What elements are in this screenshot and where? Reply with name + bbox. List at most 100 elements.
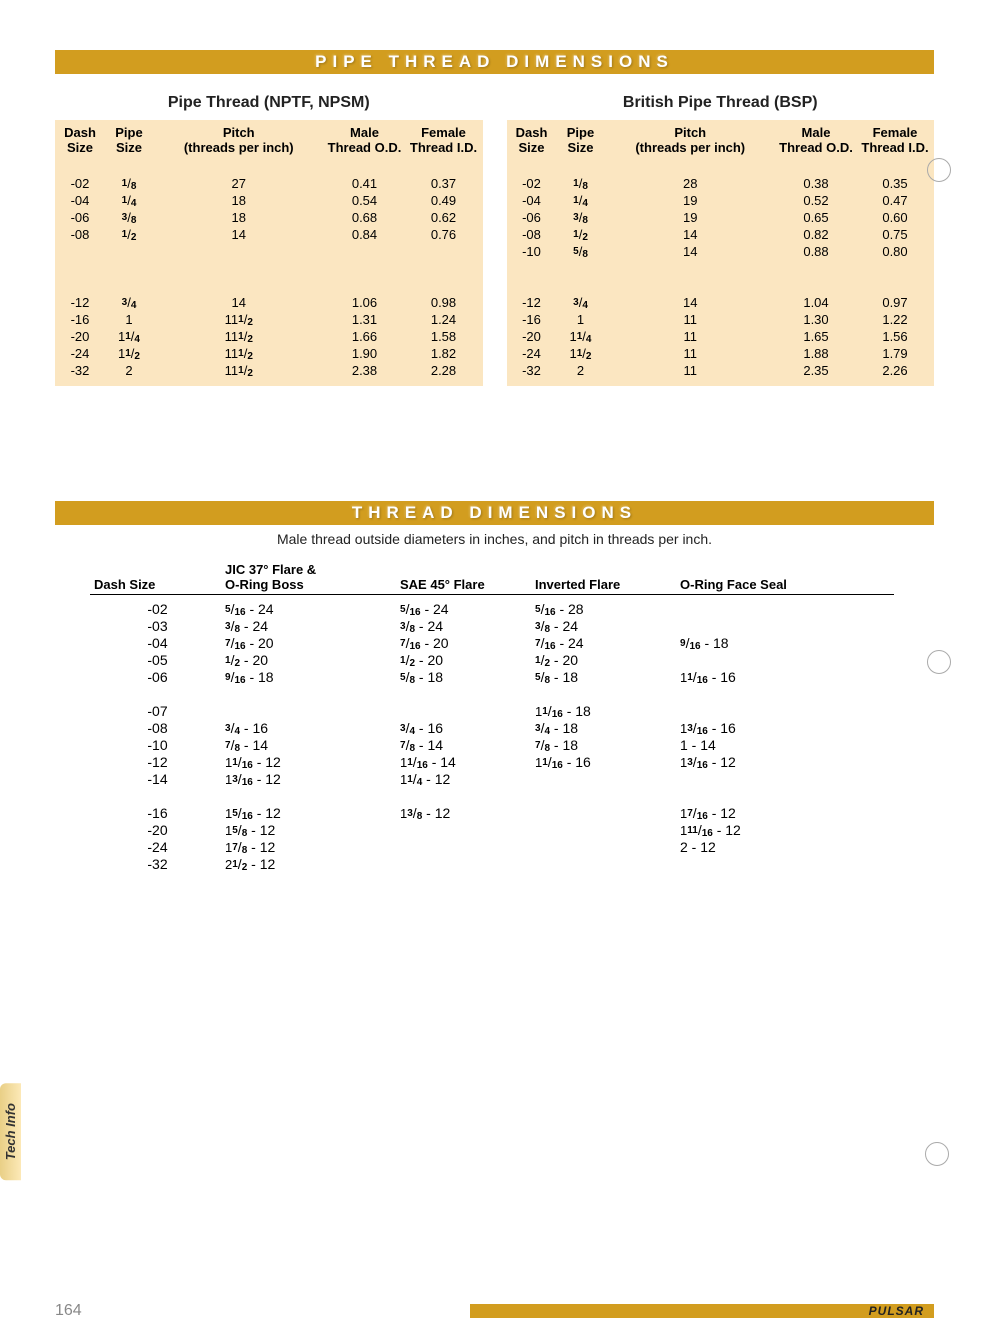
cell: 3/8 - 24 bbox=[400, 618, 535, 635]
cell: 11/2 bbox=[557, 345, 605, 362]
cell: 0.97 bbox=[856, 294, 934, 311]
cell: -06 bbox=[507, 209, 557, 226]
cell: 1/2 - 20 bbox=[535, 652, 680, 669]
cell: -02 bbox=[90, 601, 225, 618]
cell: -06 bbox=[55, 209, 105, 226]
cell: -08 bbox=[507, 226, 557, 243]
hole-marker bbox=[925, 1142, 949, 1166]
cell: 14 bbox=[153, 226, 325, 243]
cell: 0.88 bbox=[776, 243, 856, 260]
page-number: 164 bbox=[55, 1302, 82, 1320]
cell: -24 bbox=[90, 839, 225, 856]
cell: 2 bbox=[105, 362, 153, 379]
table-row: -161111.301.22 bbox=[507, 311, 935, 328]
cell: 3/8 - 24 bbox=[535, 618, 680, 635]
cell: -32 bbox=[55, 362, 105, 379]
cell: 7/8 - 14 bbox=[400, 737, 535, 754]
table-row: -2417/8 - 122 - 12 bbox=[90, 839, 894, 856]
cell: 11/4 bbox=[105, 328, 153, 345]
cell: 13/16 - 12 bbox=[680, 754, 894, 771]
thread-table: Dash SizeJIC 37° Flare &O-Ring BossSAE 4… bbox=[90, 559, 894, 873]
cell: 11/16 - 16 bbox=[535, 754, 680, 771]
cell: 2.26 bbox=[856, 362, 934, 379]
cell: 1.58 bbox=[405, 328, 483, 345]
cell: -02 bbox=[55, 175, 105, 192]
cell bbox=[680, 771, 894, 788]
table-row: -322112.352.26 bbox=[507, 362, 935, 379]
cell: 1/2 - 20 bbox=[225, 652, 400, 669]
table-row: -2411/2111.881.79 bbox=[507, 345, 935, 362]
cell: 5/16 - 28 bbox=[535, 601, 680, 618]
table-row: -2011/4111.651.56 bbox=[507, 328, 935, 345]
cell: 5/8 - 18 bbox=[535, 669, 680, 686]
cell: 0.60 bbox=[856, 209, 934, 226]
cell: 7/16 - 20 bbox=[225, 635, 400, 652]
table-row: -047/16 - 207/16 - 207/16 - 249/16 - 18 bbox=[90, 635, 894, 652]
cell: 7/8 - 18 bbox=[535, 737, 680, 754]
cell: 0.82 bbox=[776, 226, 856, 243]
cell: 1 bbox=[557, 311, 605, 328]
table-row: -021/8280.380.35 bbox=[507, 175, 935, 192]
hole-marker bbox=[927, 650, 951, 674]
cell: 17/8 - 12 bbox=[225, 839, 400, 856]
col-header: JIC 37° Flare &O-Ring Boss bbox=[225, 563, 400, 592]
table-row: -161111/21.311.24 bbox=[55, 311, 483, 328]
table-row: -322111/22.382.28 bbox=[55, 362, 483, 379]
cell: -12 bbox=[90, 754, 225, 771]
cell: 0.38 bbox=[776, 175, 856, 192]
pipe-thread-banner: PIPE THREAD DIMENSIONS bbox=[55, 50, 934, 74]
cell: 1.66 bbox=[325, 328, 405, 345]
cell: 1/2 bbox=[557, 226, 605, 243]
cell bbox=[400, 839, 535, 856]
cell bbox=[680, 618, 894, 635]
col-header: MaleThread O.D. bbox=[776, 126, 856, 156]
cell: 3/4 - 16 bbox=[400, 720, 535, 737]
cell bbox=[535, 805, 680, 822]
table-row: -063/8180.680.62 bbox=[55, 209, 483, 226]
cell: 28 bbox=[605, 175, 777, 192]
table-row: -051/2 - 201/2 - 201/2 - 20 bbox=[90, 652, 894, 669]
cell: 0.65 bbox=[776, 209, 856, 226]
cell: 0.37 bbox=[405, 175, 483, 192]
table-row: -081/2140.820.75 bbox=[507, 226, 935, 243]
cell: 11/4 - 12 bbox=[400, 771, 535, 788]
cell: 1.65 bbox=[776, 328, 856, 345]
cell bbox=[225, 703, 400, 720]
cell: 1.90 bbox=[325, 345, 405, 362]
table-row: -105/8140.880.80 bbox=[507, 243, 935, 260]
cell: 1.31 bbox=[325, 311, 405, 328]
table-row: -2011/4111/21.661.58 bbox=[55, 328, 483, 345]
cell: -14 bbox=[90, 771, 225, 788]
cell: 15/8 - 12 bbox=[225, 822, 400, 839]
cell: -03 bbox=[90, 618, 225, 635]
cell: -20 bbox=[55, 328, 105, 345]
cell: 0.76 bbox=[405, 226, 483, 243]
cell: -07 bbox=[90, 703, 225, 720]
cell: -10 bbox=[90, 737, 225, 754]
cell: 14 bbox=[153, 294, 325, 311]
cell: 111/2 bbox=[153, 345, 325, 362]
cell: 0.62 bbox=[405, 209, 483, 226]
cell: 1/4 bbox=[557, 192, 605, 209]
col-header: Pitch(threads per inch) bbox=[153, 126, 325, 156]
brand-bar: PULSAR bbox=[470, 1304, 934, 1318]
cell: 19 bbox=[605, 192, 777, 209]
cell bbox=[535, 839, 680, 856]
table-row: -1615/16 - 1213/8 - 1217/16 - 12 bbox=[90, 805, 894, 822]
cell: 1/8 bbox=[105, 175, 153, 192]
cell: -32 bbox=[507, 362, 557, 379]
cell: 5/16 - 24 bbox=[225, 601, 400, 618]
table-row: -123/4141.060.98 bbox=[55, 294, 483, 311]
cell: 111/16 - 12 bbox=[680, 822, 894, 839]
cell: -02 bbox=[507, 175, 557, 192]
table-row: -2411/2111/21.901.82 bbox=[55, 345, 483, 362]
cell: 5/8 - 18 bbox=[400, 669, 535, 686]
table-row: -021/8270.410.37 bbox=[55, 175, 483, 192]
col-header: PipeSize bbox=[105, 126, 153, 156]
cell: -05 bbox=[90, 652, 225, 669]
cell: -32 bbox=[90, 856, 225, 873]
cell: 0.52 bbox=[776, 192, 856, 209]
cell: -04 bbox=[55, 192, 105, 209]
cell: 1.56 bbox=[856, 328, 934, 345]
col-header: DashSize bbox=[507, 126, 557, 156]
